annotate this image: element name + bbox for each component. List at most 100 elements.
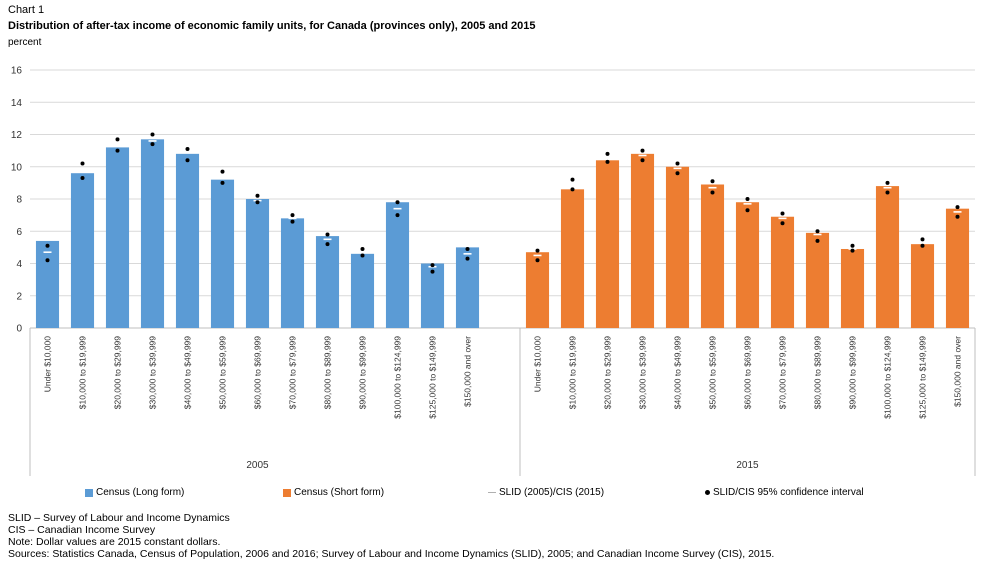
ci-low-dot [150, 142, 155, 147]
x-category-label: $30,000 to $39,999 [638, 336, 648, 410]
ci-low-dot [325, 242, 330, 247]
ci-low-dot [605, 159, 610, 164]
ci-low-dot [885, 190, 890, 195]
ci-high-dot [780, 211, 785, 216]
legend-swatch-orange [283, 488, 291, 497]
ci-low-dot [115, 148, 120, 153]
x-category-label: $30,000 to $39,999 [148, 336, 158, 410]
ci-low-dot [465, 256, 470, 261]
x-category-label: $10,000 to $19,999 [568, 336, 578, 410]
ci-low-dot [675, 171, 680, 176]
x-category-label: $90,000 to $99,999 [848, 336, 858, 410]
x-category-label: $100,000 to $124,999 [883, 336, 893, 419]
legend-confidence-interval: SLID/CIS 95% confidence interval [705, 487, 864, 498]
bar [385, 202, 410, 328]
ci-high-dot [605, 151, 610, 156]
y-tick-label: 12 [11, 130, 23, 141]
y-tick-label: 0 [16, 324, 22, 335]
bar [70, 173, 95, 328]
x-category-label: $60,000 to $69,999 [253, 336, 263, 410]
x-category-label: $125,000 to $149,999 [918, 336, 928, 419]
bar [770, 216, 795, 328]
ci-high-dot [920, 237, 925, 242]
bar [280, 218, 305, 328]
x-category-label: $20,000 to $29,999 [603, 336, 613, 410]
note-slid: SLID – Survey of Labour and Income Dynam… [8, 512, 230, 524]
ci-low-dot [850, 248, 855, 253]
ci-low-dot [220, 180, 225, 185]
bar [595, 160, 620, 328]
ci-high-dot [395, 200, 400, 205]
ci-high-dot [465, 246, 470, 251]
y-tick-label: 4 [16, 259, 22, 270]
ci-high-dot [745, 197, 750, 201]
legend-label: SLID (2005)/CIS (2015) [499, 487, 605, 498]
ci-low-dot [745, 208, 750, 213]
x-category-label: $50,000 to $59,999 [708, 336, 718, 410]
x-category-label: Under $10,000 [533, 336, 543, 393]
ci-high-dot [955, 205, 960, 210]
bar [945, 208, 970, 328]
ci-low-dot [255, 200, 260, 205]
note-dollars: Note: Dollar values are 2015 constant do… [8, 536, 221, 548]
x-category-label: $20,000 to $29,999 [113, 336, 123, 410]
x-category-label: $90,000 to $99,999 [358, 336, 368, 410]
x-category-label: $40,000 to $49,999 [673, 336, 683, 410]
ci-low-dot [80, 176, 85, 181]
ci-low-dot [45, 258, 50, 263]
ci-high-dot [535, 248, 540, 253]
ci-high-dot [255, 193, 260, 198]
ci-low-dot [535, 258, 540, 263]
ci-high-dot [640, 148, 645, 153]
bar [910, 244, 935, 328]
ci-low-dot [185, 158, 190, 163]
ci-high-dot [185, 147, 190, 152]
legend-dot-marker [705, 490, 710, 495]
ci-high-dot [850, 243, 855, 248]
bar [245, 199, 270, 328]
ci-high-dot [115, 137, 120, 142]
ci-low-dot [780, 221, 785, 226]
ci-high-dot [885, 180, 890, 185]
legend-label: Census (Short form) [294, 487, 385, 498]
x-category-label: Under $10,000 [43, 336, 53, 393]
x-group-label: 2005 [246, 460, 269, 471]
y-tick-label: 2 [16, 291, 22, 302]
note-cis: CIS – Canadian Income Survey [8, 524, 156, 536]
ci-high-dot [220, 169, 225, 174]
chart-title: Distribution of after-tax income of econ… [8, 20, 536, 32]
bar [455, 247, 480, 328]
x-group-label: 2015 [736, 460, 759, 471]
x-category-label: $60,000 to $69,999 [743, 336, 753, 410]
x-category-label: $150,000 and over [953, 336, 963, 407]
ci-low-dot [395, 213, 400, 218]
ci-high-dot [360, 246, 365, 251]
x-category-label: $10,000 to $19,999 [78, 336, 88, 410]
legend-label: SLID/CIS 95% confidence interval [713, 487, 864, 498]
legend-swatch-blue [85, 488, 93, 497]
bar [175, 153, 200, 328]
x-category-label: $40,000 to $49,999 [183, 336, 193, 410]
ci-high-dot [570, 177, 575, 182]
bar [630, 153, 655, 328]
bar [560, 189, 585, 328]
bar [840, 248, 865, 328]
ci-low-dot [955, 214, 960, 219]
ci-low-dot [640, 158, 645, 163]
bar [140, 139, 165, 328]
bar [525, 252, 550, 328]
y-tick-label: 6 [16, 227, 22, 238]
ci-low-dot [360, 253, 365, 258]
x-category-label: $70,000 to $79,999 [288, 336, 298, 410]
bar [315, 236, 340, 328]
bar [700, 184, 725, 328]
ci-high-dot [150, 132, 155, 137]
bar [735, 202, 760, 328]
ci-high-dot [325, 232, 330, 237]
ci-high-dot [290, 213, 295, 218]
legend-label: Census (Long form) [96, 487, 185, 498]
ci-low-dot [570, 187, 575, 192]
chart-plot: 0 2 4 6 8 10 12 14 16 Under $10,000 $10,000 to $19… [11, 66, 976, 476]
bar [35, 240, 60, 328]
notes-block: SLID – Survey of Labour and Income Dynam… [8, 512, 774, 560]
